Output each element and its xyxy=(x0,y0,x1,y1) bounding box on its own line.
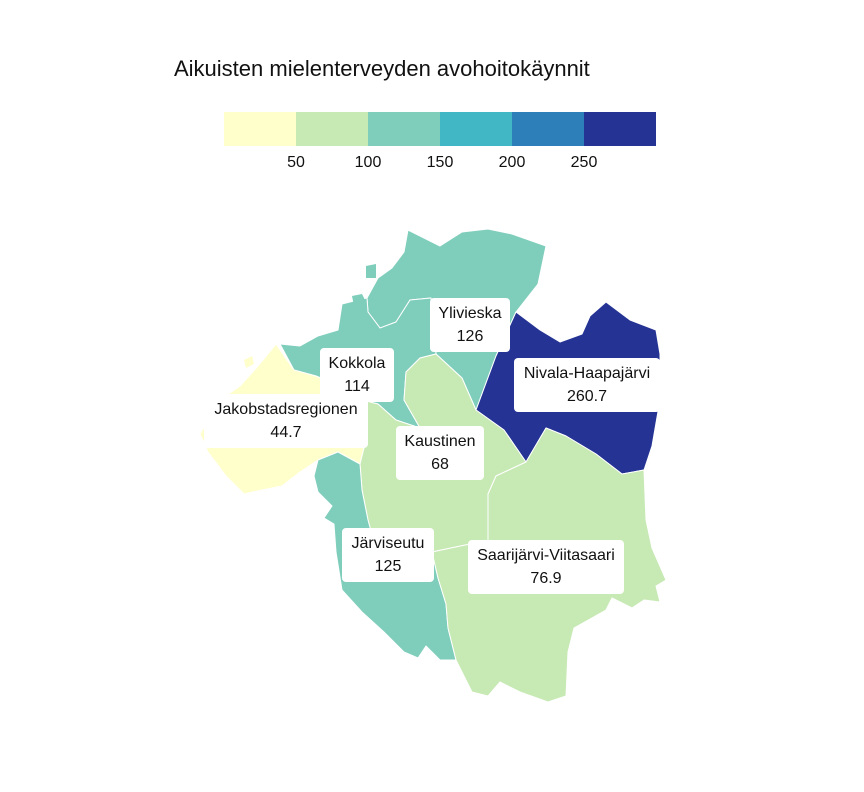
region-value: 44.7 xyxy=(270,424,302,441)
legend-tick: 50 xyxy=(287,154,305,171)
legend-swatch xyxy=(224,112,296,146)
region-value: 260.7 xyxy=(566,388,608,405)
legend-ticks: 50 100 150 200 250 xyxy=(224,154,656,176)
island xyxy=(244,356,254,368)
island xyxy=(352,294,366,306)
label-nivala-haapajarvi: Nivala-Haapajärvi 260.7 xyxy=(514,358,660,412)
region-value: 114 xyxy=(344,378,370,395)
legend-swatch xyxy=(368,112,440,146)
label-saarijarvi-viitasaari: Saarijärvi-Viitasaari 76.9 xyxy=(468,540,624,594)
region-value: 68 xyxy=(431,456,449,473)
label-kaustinen: Kaustinen 68 xyxy=(396,426,484,480)
legend-tick: 100 xyxy=(354,154,382,171)
region-name: Järviseutu xyxy=(351,535,425,552)
region-name: Saarijärvi-Viitasaari xyxy=(477,547,615,564)
region-value: 76.9 xyxy=(530,570,562,587)
label-kokkola: Kokkola 114 xyxy=(320,348,394,402)
legend-swatch xyxy=(584,112,656,146)
coastal-islands xyxy=(244,264,376,368)
legend-swatch xyxy=(440,112,512,146)
label-ylivieska: Ylivieska 126 xyxy=(430,298,510,352)
legend-tick: 250 xyxy=(570,154,598,171)
label-jakobstadsregionen: Jakobstadsregionen 44.7 xyxy=(204,394,368,448)
legend-swatch xyxy=(512,112,584,146)
region-name: Ylivieska xyxy=(438,305,502,322)
label-jarviseutu: Järviseutu 125 xyxy=(342,528,434,582)
legend-tick: 200 xyxy=(498,154,526,171)
island xyxy=(366,264,376,278)
region-name: Jakobstadsregionen xyxy=(214,401,358,418)
region-name: Kokkola xyxy=(328,355,386,372)
map-title: Aikuisten mielenterveyden avohoitokäynni… xyxy=(174,56,590,81)
region-value: 125 xyxy=(374,558,402,575)
legend-swatch xyxy=(296,112,368,146)
color-legend xyxy=(224,112,656,146)
region-name: Nivala-Haapajärvi xyxy=(523,365,651,382)
region-value: 126 xyxy=(456,328,484,345)
legend-tick: 150 xyxy=(426,154,454,171)
region-name: Kaustinen xyxy=(404,433,476,450)
